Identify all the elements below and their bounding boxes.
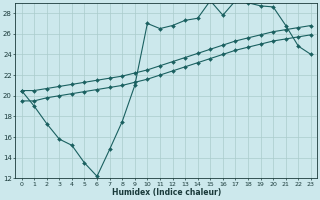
X-axis label: Humidex (Indice chaleur): Humidex (Indice chaleur): [112, 188, 221, 197]
